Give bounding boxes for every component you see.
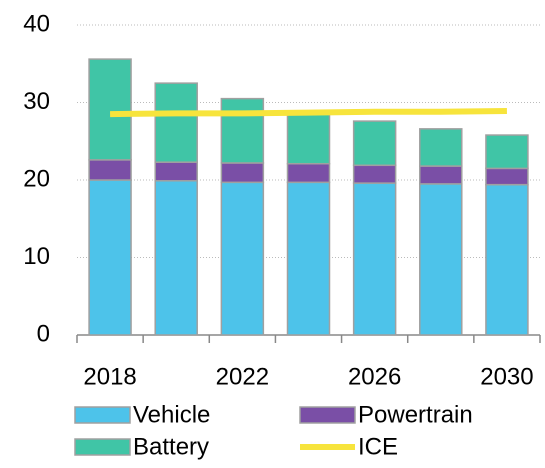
bar-segment	[154, 161, 198, 182]
y-tick-label: 20	[23, 165, 50, 192]
bar-segment	[352, 120, 397, 167]
x-tick-label: 2022	[216, 363, 269, 390]
bar-segment	[88, 179, 132, 336]
bar-segment	[154, 180, 198, 336]
bar-segment	[88, 159, 132, 181]
x-tick-label: 2018	[83, 363, 136, 390]
bar-segment	[419, 165, 463, 185]
x-tick-label: 2030	[480, 363, 533, 390]
bar-segment	[485, 134, 529, 170]
bar-segment	[286, 112, 331, 165]
y-tick-label: 40	[23, 10, 50, 37]
bar-segment	[88, 58, 132, 161]
bar-segment	[154, 82, 198, 163]
bar-segment	[220, 97, 265, 164]
bar-segment	[286, 162, 331, 184]
bar-segment	[485, 183, 529, 336]
y-tick-label: 10	[23, 243, 50, 270]
bar-segment	[286, 181, 331, 336]
bar-segment	[352, 182, 397, 336]
legend-swatch	[74, 438, 131, 456]
bar-segment	[220, 162, 265, 184]
x-tick-label: 2026	[348, 363, 401, 390]
legend-swatch	[299, 406, 356, 424]
legend-label: Battery	[133, 433, 209, 460]
legend-swatch	[74, 406, 131, 424]
y-tick-label: 0	[37, 320, 50, 347]
legend-label: ICE	[358, 433, 398, 460]
line-series	[110, 108, 507, 118]
y-tick-label: 30	[23, 88, 50, 115]
bar-segment	[220, 181, 265, 336]
bar-segment	[485, 167, 529, 186]
legend-label: Powertrain	[358, 401, 473, 428]
legend-label: Vehicle	[133, 401, 210, 428]
bar-segment	[352, 164, 397, 184]
bar-segment	[419, 128, 463, 167]
bar-segment	[419, 183, 463, 336]
